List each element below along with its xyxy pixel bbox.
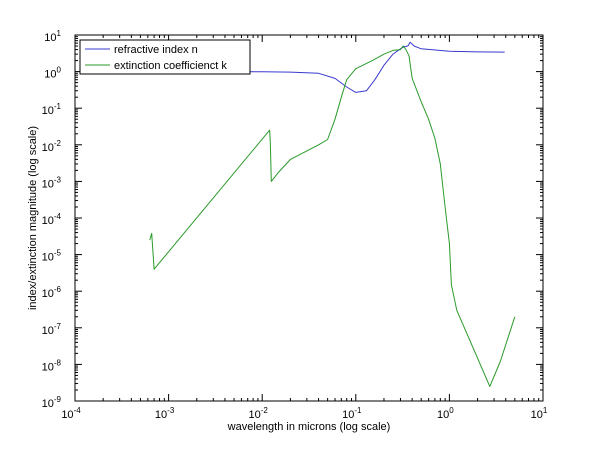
x-tick-label: 10-3 [155, 406, 175, 421]
x-tick-label: 100 [437, 406, 454, 421]
y-tick-label: 101 [44, 29, 61, 44]
plot-area [74, 34, 544, 402]
y-tick-label: 10-6 [42, 285, 62, 300]
x-tick-label: 10-1 [342, 406, 362, 421]
tick-group [74, 34, 544, 402]
y-tick-label: 10-5 [42, 249, 62, 264]
y-tick-label: 10-4 [42, 212, 62, 227]
y-tick-label: 10-9 [42, 395, 62, 410]
y-tick-label: 10-8 [42, 358, 62, 373]
x-tick-label: 101 [531, 406, 548, 421]
y-tick-label: 10-3 [42, 175, 62, 190]
series-line-k [149, 45, 516, 387]
tick-label-group: 10-4 10-3 10-2 10-1 100 101 10-9 10-8 10-7 10-6 10… [42, 29, 548, 421]
x-tick-label: 10-2 [249, 406, 269, 421]
series-lines [149, 41, 516, 387]
y-tick-label: 10-2 [42, 139, 62, 154]
y-axis-label: index/extinction magnitude (log scale) [27, 126, 39, 310]
legend-label-k: extinction coefficienct k [114, 60, 227, 72]
y-tick-label: 10-1 [42, 102, 62, 117]
x-tick-label: 10-4 [61, 406, 81, 421]
y-tick-label: 10-7 [42, 322, 62, 337]
series-line-n [149, 41, 505, 93]
y-tick-label: 100 [44, 66, 61, 81]
legend-box [79, 39, 251, 75]
legend-label-n: refractive index n [114, 44, 198, 56]
legend: refractive index n extinction coefficien… [79, 39, 251, 75]
x-axis-label: wavelength in microns (log scale) [227, 421, 391, 433]
